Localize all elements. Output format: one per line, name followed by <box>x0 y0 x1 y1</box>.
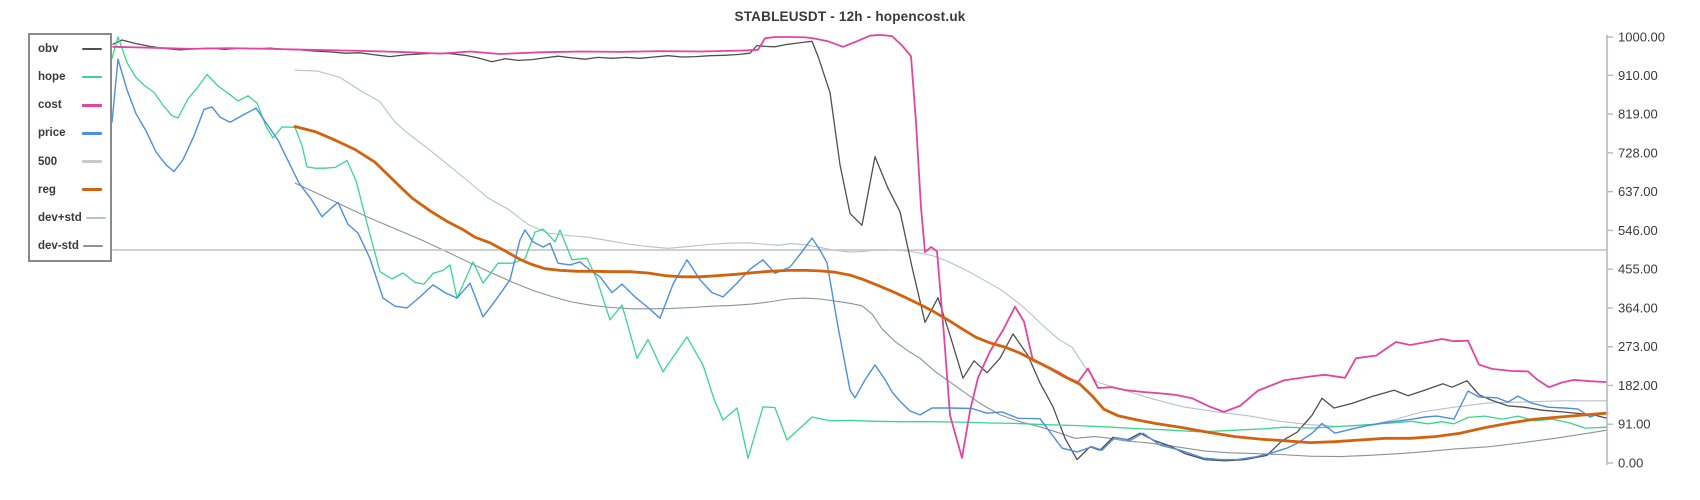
legend-item-obv[interactable]: obv <box>38 43 102 55</box>
series-line-hope <box>111 36 1608 459</box>
y-axis-tick-label: 910.00 <box>1618 68 1658 83</box>
y-axis-tick-label: 0.00 <box>1618 456 1643 471</box>
legend-item-price[interactable]: price <box>38 127 102 139</box>
series-line-obv <box>112 39 1608 462</box>
legend-item-label: hope <box>38 71 66 84</box>
legend-swatch-dev-std <box>82 244 103 247</box>
legend-item-500[interactable]: 500 <box>38 156 102 168</box>
legend-item-label: 500 <box>38 155 58 168</box>
legend-item-hope[interactable]: hope <box>38 71 102 83</box>
legend-item-reg[interactable]: reg <box>38 184 102 196</box>
y-axis-tick-label: 273.00 <box>1618 339 1658 354</box>
y-axis-tick-label: 1000.00 <box>1618 30 1665 45</box>
series-line-price <box>111 58 1604 461</box>
y-axis-tick-label: 91.00 <box>1618 417 1651 432</box>
legend-swatch-dev-std <box>85 216 106 219</box>
legend-item-dev-std[interactable]: dev+std <box>38 211 106 224</box>
legend-swatch-reg <box>82 188 102 192</box>
legend-swatch-hope <box>82 75 102 79</box>
legend-item-cost[interactable]: cost <box>38 99 102 111</box>
y-axis-tick-label: 728.00 <box>1618 145 1658 160</box>
series-line-reg <box>293 125 1609 445</box>
y-axis-tick-label: 546.00 <box>1618 223 1658 238</box>
legend-swatch-500 <box>82 160 102 163</box>
series-line-dev-std <box>294 182 1608 458</box>
y-axis-tick-label: 637.00 <box>1618 184 1658 199</box>
y-axis-tick-label: 364.00 <box>1618 300 1658 315</box>
legend-swatch-obv <box>82 47 102 51</box>
legend-item-label: dev+std <box>38 211 82 224</box>
legend-item-label: dev-std <box>38 239 79 252</box>
legend-item-dev-std[interactable]: dev-std <box>38 239 103 252</box>
legend-item-label: reg <box>38 183 56 196</box>
y-axis-tick-label: 182.00 <box>1618 378 1658 393</box>
legend-swatch-price <box>82 132 102 135</box>
legend-item-label: cost <box>38 99 62 112</box>
legend-item-label: obv <box>38 43 59 55</box>
legend: obv hope cost price 500 reg dev+std dev-std <box>28 33 112 262</box>
legend-item-label: price <box>38 127 66 140</box>
series-line-cost <box>112 34 1608 459</box>
legend-swatch-cost <box>82 104 102 107</box>
y-axis-tick-label: 819.00 <box>1618 107 1658 122</box>
y-axis-tick-label: 455.00 <box>1618 262 1658 277</box>
chart-title: STABLEUSDT - 12h - hopencost.uk <box>734 9 966 24</box>
